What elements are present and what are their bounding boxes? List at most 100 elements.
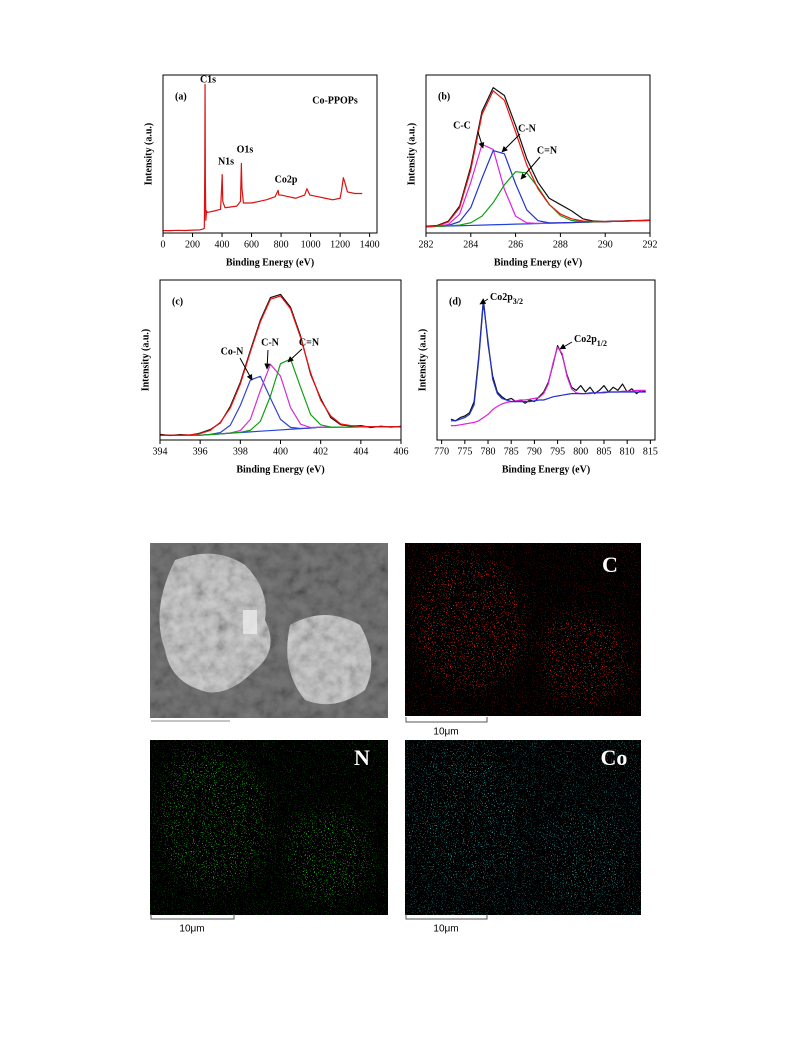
x-tick-label: 775 [457, 446, 472, 457]
x-tick-label: 800 [573, 446, 588, 457]
annotation-arrow [520, 156, 541, 180]
annotation-arrow [501, 133, 521, 153]
axes-frame [162, 74, 378, 234]
x-tick-label: 1400 [360, 239, 380, 250]
peak-annotation: C1s [200, 74, 216, 85]
axes-frame [159, 279, 402, 441]
series-line [450, 298, 646, 422]
annotation-text: Co2p [490, 292, 513, 303]
series-line [163, 83, 363, 232]
series-line [426, 87, 650, 227]
map-label: N [354, 745, 370, 770]
peak-annotation: Co2p1/2 [574, 334, 607, 348]
axes-frame [425, 74, 651, 234]
plot-area [160, 293, 401, 437]
series-line [426, 143, 650, 228]
chart-panel: 394 396 398 400 402 404 406 (c) Binding Energy (… [140, 279, 409, 475]
annotation-arrow [287, 348, 303, 363]
x-tick-label: 805 [596, 446, 611, 457]
x-tick-label: 400 [273, 446, 288, 457]
plot-area [426, 87, 650, 228]
panel-label: (a) [175, 91, 187, 102]
component-label: Co-N [221, 346, 245, 357]
scale-bar-label: 10μm [433, 727, 458, 738]
y-axis-label: Intensity (a.u.) [140, 329, 151, 392]
plot-area [163, 83, 363, 232]
series-line [160, 295, 401, 436]
x-axis-label: Binding Energy (eV) [226, 257, 314, 268]
x-tick-label: 790 [527, 446, 542, 457]
y-axis-label: Intensity (a.u.) [143, 123, 154, 186]
x-tick-label: 288 [553, 239, 568, 250]
x-tick-label: 780 [481, 446, 496, 457]
x-axis-label: Binding Energy (eV) [236, 464, 324, 475]
x-tick-label: 284 [463, 239, 478, 250]
component-label: C-N [261, 337, 280, 348]
x-tick-label: 286 [508, 239, 523, 250]
x-tick-label: 290 [598, 239, 613, 250]
chart-panel: 770 775 780 785 790 795 800 805 810 815 (d) Binding… [417, 279, 658, 475]
x-tick-label: 1000 [301, 239, 321, 250]
series-line [160, 358, 401, 436]
annotation-arrow [239, 357, 253, 381]
series-line [160, 363, 401, 436]
x-tick-label: 0 [161, 239, 166, 250]
x-tick-label: 800 [274, 239, 289, 250]
component-label: C=N [537, 145, 558, 156]
panel-label: (d) [449, 296, 461, 307]
cobalt-map: Co 10μm [405, 740, 641, 935]
peak-annotation: Co-PPOPs [312, 95, 358, 106]
x-tick-label: 282 [419, 239, 434, 250]
x-tick-label: 396 [193, 446, 208, 457]
sem-image [150, 543, 388, 722]
x-tick-label: 600 [244, 239, 259, 250]
x-axis-label: Binding Energy (eV) [494, 257, 582, 268]
peak-annotation: N1s [218, 156, 234, 167]
x-tick-label: 815 [643, 446, 658, 457]
x-tick-label: 200 [185, 239, 200, 250]
plot-area [450, 298, 646, 427]
chart-panel: 0 200 400 600 800 1000 1200 1400 (a) Binding Ener… [143, 74, 379, 268]
x-tick-label: 770 [434, 446, 449, 457]
map-label: C [602, 552, 618, 577]
component-label: C-N [518, 123, 537, 134]
series-line [450, 301, 646, 422]
annotation-arrow [479, 298, 489, 305]
nitrogen-map: N 10μm [150, 740, 388, 935]
panel-label: (c) [172, 296, 183, 307]
annotation-text: Co2p [574, 334, 597, 345]
series-line [426, 90, 650, 228]
x-tick-label: 404 [353, 446, 368, 457]
annotation-arrow [264, 349, 271, 370]
scale-bar-label: 10μm [179, 924, 204, 935]
panel-label: (b) [438, 91, 450, 102]
x-tick-label: 292 [643, 239, 658, 250]
x-tick-label: 1200 [330, 239, 350, 250]
annotation-subscript: 3/2 [513, 297, 523, 306]
scale-bar-label: 10μm [433, 924, 458, 935]
chart-panel: 282 284 286 288 290 292 (b) Binding Energy (eV)… [406, 74, 658, 268]
x-tick-label: 406 [394, 446, 409, 457]
map-label: Co [601, 745, 628, 770]
x-tick-label: 785 [504, 446, 519, 457]
series-line [426, 171, 650, 228]
x-tick-label: 394 [153, 446, 168, 457]
carbon-map: C 10μm [405, 543, 641, 738]
axes-frame [436, 279, 656, 441]
peak-annotation: Co2p [275, 174, 298, 185]
y-axis-label: Intensity (a.u.) [417, 329, 428, 392]
component-label: C=N [299, 337, 320, 348]
annotation-arrow [559, 341, 573, 350]
peak-annotation: O1s [237, 144, 254, 155]
y-axis-label: Intensity (a.u.) [406, 123, 417, 186]
series-line [450, 346, 646, 427]
annotation-arrow [477, 131, 485, 149]
x-tick-label: 398 [233, 446, 248, 457]
x-tick-label: 810 [620, 446, 635, 457]
x-axis-label: Binding Energy (eV) [502, 464, 590, 475]
component-label: C-C [453, 120, 471, 131]
annotation-subscript: 1/2 [597, 339, 607, 348]
peak-annotation: Co2p3/2 [490, 292, 523, 306]
